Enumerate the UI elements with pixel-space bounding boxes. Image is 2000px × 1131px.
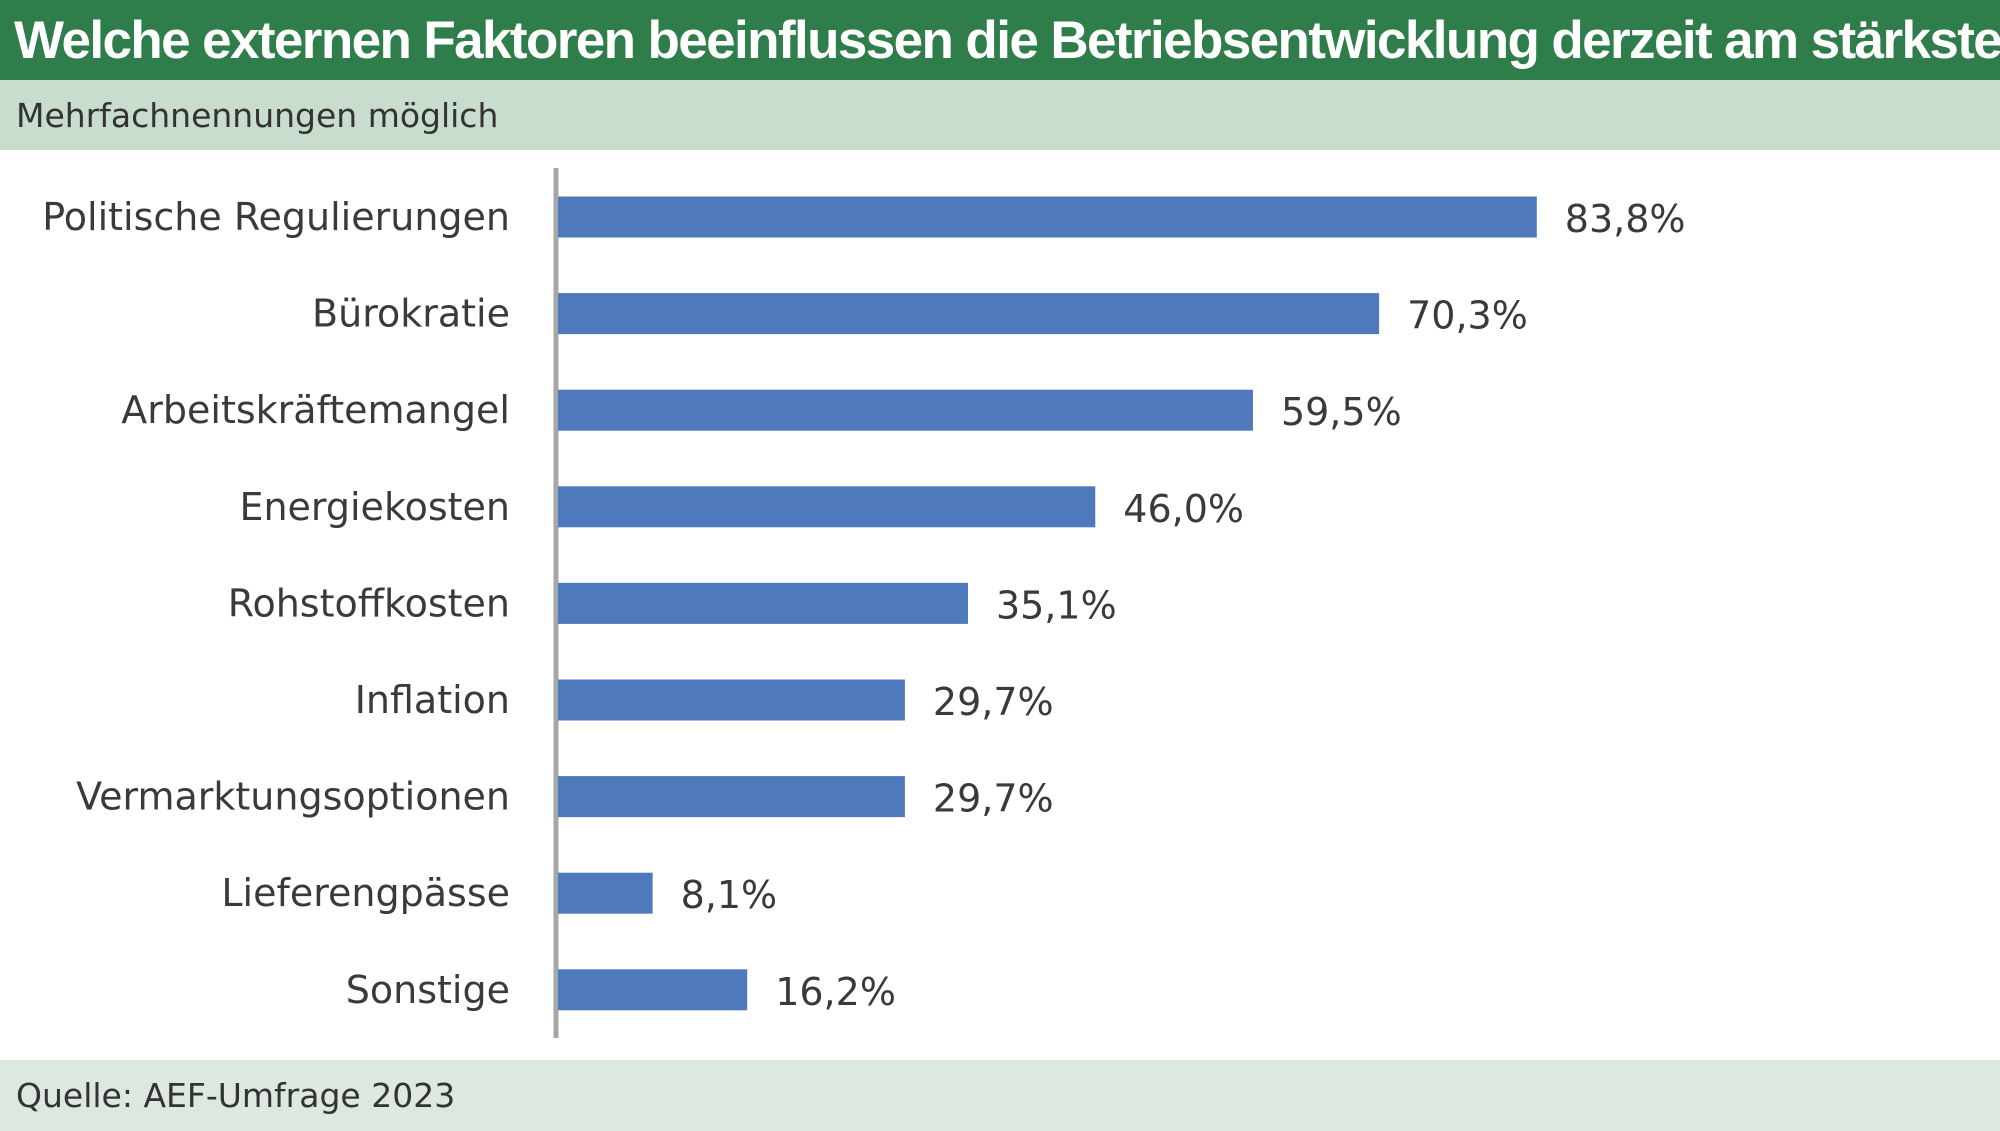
bar bbox=[558, 969, 748, 1011]
data-label: 29,7% bbox=[933, 777, 1054, 821]
source-note: Quelle: AEF-Umfrage 2023 bbox=[16, 1076, 456, 1115]
title-bar: Welche externen Faktoren beeinflussen di… bbox=[0, 0, 2000, 80]
data-label: 35,1% bbox=[996, 583, 1117, 627]
category-label: Rohstoffkosten bbox=[228, 581, 510, 625]
category-label: Lieferengpässe bbox=[221, 871, 510, 915]
category-label: Inflation bbox=[355, 678, 510, 722]
data-label: 29,7% bbox=[933, 680, 1054, 724]
chart-title: Welche externen Faktoren beeinflussen di… bbox=[14, 10, 2000, 70]
bar bbox=[558, 776, 905, 818]
data-label: 16,2% bbox=[775, 970, 896, 1014]
bar bbox=[558, 679, 905, 721]
data-label: 70,3% bbox=[1407, 294, 1528, 338]
bar bbox=[558, 582, 968, 624]
bar bbox=[558, 196, 1537, 238]
bar bbox=[558, 389, 1253, 431]
bar-chart: Politische Regulierungen 83,8% Bürokratie 7… bbox=[42, 168, 1686, 1038]
bar bbox=[558, 486, 1096, 528]
category-label: Vermarktungsoptionen bbox=[76, 775, 510, 819]
data-label: 8,1% bbox=[681, 873, 778, 917]
category-label: Bürokratie bbox=[312, 292, 510, 336]
data-label: 46,0% bbox=[1123, 487, 1244, 531]
data-label: 83,8% bbox=[1565, 197, 1686, 241]
category-label: Politische Regulierungen bbox=[42, 195, 510, 239]
bar bbox=[558, 872, 653, 914]
chart-subtitle: Mehrfachnennungen möglich bbox=[16, 95, 499, 135]
category-label: Sonstige bbox=[346, 968, 510, 1012]
bar bbox=[558, 293, 1380, 335]
footer-bar: Quelle: AEF-Umfrage 2023 bbox=[0, 1060, 2000, 1131]
subtitle-bar: Mehrfachnennungen möglich bbox=[0, 80, 2000, 150]
data-label: 59,5% bbox=[1281, 390, 1402, 434]
category-label: Arbeitskräftemangel bbox=[121, 388, 510, 432]
category-label: Energiekosten bbox=[239, 485, 510, 529]
